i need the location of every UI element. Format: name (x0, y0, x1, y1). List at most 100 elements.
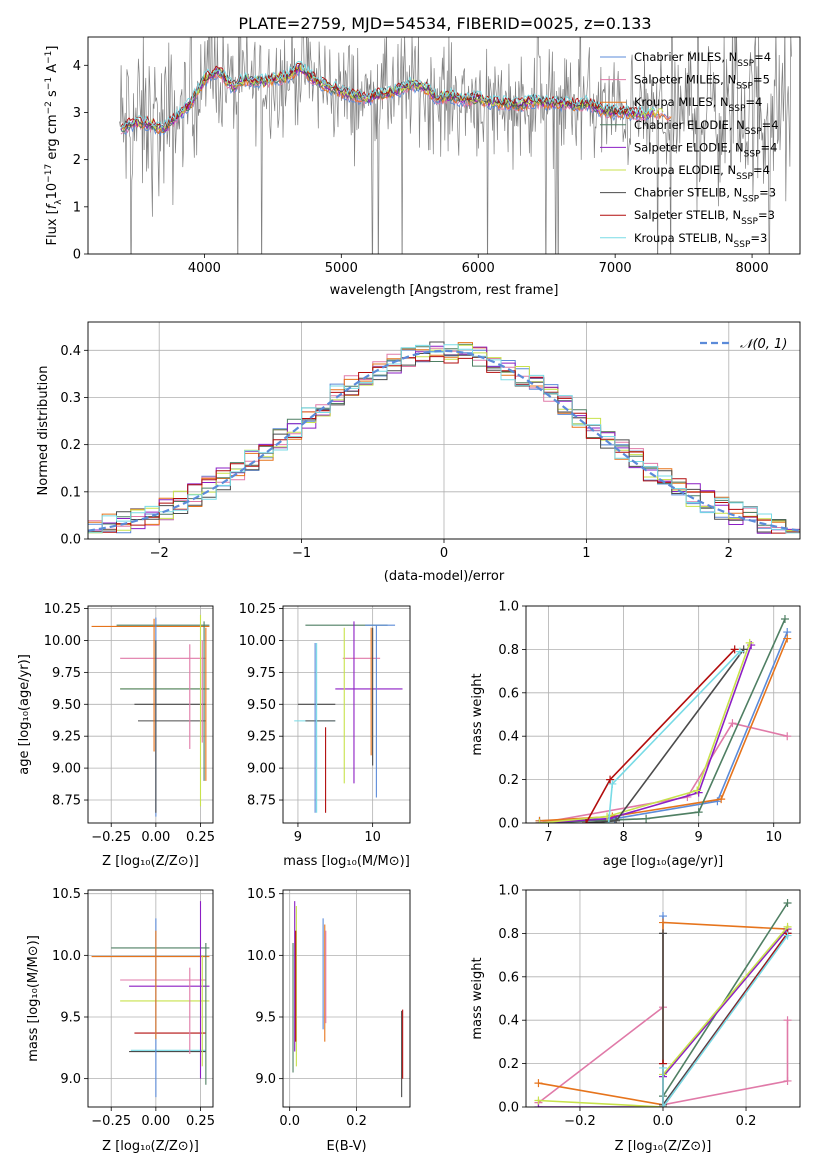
axes-frame (282, 605, 411, 824)
model-spectrum-chabrier-stelib (120, 62, 636, 130)
y-tick-label: 10.00 (239, 634, 276, 649)
y-tick-label: 10.5 (247, 887, 276, 902)
y-tick-label: 0.2 (498, 773, 519, 788)
data-point (612, 816, 621, 823)
data-point (642, 814, 651, 823)
axes-frame (525, 605, 801, 824)
y-tick-label: 9.50 (247, 698, 276, 713)
data-point (534, 1096, 543, 1105)
y-tick-label: 10.25 (239, 602, 276, 617)
x-tick-label: 6000 (462, 261, 495, 276)
model-spectrum-salpeter-elodie (120, 64, 656, 133)
x-tick-label: −2 (150, 546, 169, 561)
y-tick-label: 0.4 (498, 730, 519, 745)
weight_vs_Z-axes (526, 889, 800, 1108)
spectrum-legend: Chabrier MILES, NSSP=4 Salpeter MILES, NS… (600, 50, 779, 250)
data-point (694, 788, 703, 797)
y-tick-label: 9.00 (52, 762, 81, 777)
data-point (783, 899, 792, 908)
y-tick-label: 10.0 (247, 949, 276, 964)
y-tick-label: 9.5 (255, 1010, 276, 1025)
data-point (659, 1063, 667, 1072)
x-tick-label: 0.25 (186, 830, 215, 845)
axes-frame (87, 889, 214, 1108)
legend-entry: Chabrier ELODIE, NSSP=4 (634, 118, 779, 137)
age_vs_Z-plot (91, 614, 210, 817)
y-tick-label: 10.25 (44, 602, 81, 617)
model-spectrum-kroupa-stelib (120, 60, 656, 130)
y-tick-label: 9.5 (60, 1010, 81, 1025)
y-tick-label: 0.8 (498, 927, 519, 942)
y-tick-label: 0.8 (498, 643, 519, 658)
legend-entry: 𝒩(0, 1) (740, 337, 787, 352)
mass_vs_Z-frame: −0.25 0.00 0.25 9.0 9.5 10.0 10.5 Z [log₁₀(Z/Z⊙… (26, 887, 215, 1154)
spectrum-frame: 4000 5000 6000 7000 8000 0 1 2 3 4 Chabrier MILES,… (44, 36, 801, 298)
legend-entry: Salpeter STELIB, NSSP=3 (634, 208, 775, 227)
x-axis-label: (data-model)/error (384, 569, 505, 584)
y-tick-label: 8.75 (52, 794, 81, 809)
y-tick-label: 0.4 (60, 344, 81, 359)
model-spectrum-kroupa-miles (120, 65, 672, 135)
y-tick-label: 9.0 (60, 1072, 81, 1087)
y-tick-label: 0.6 (498, 970, 519, 985)
x-axis-label: wavelength [Angstrom, rest frame] (330, 283, 559, 298)
x-tick-label: −1 (292, 546, 311, 561)
x-tick-label: −0.2 (564, 1114, 596, 1129)
data-point (694, 808, 703, 817)
x-tick-label: 0.2 (736, 1114, 757, 1129)
age_vs_mass-plot (294, 621, 403, 813)
histogram-kroupa-stelib (88, 344, 800, 534)
axes-frame (87, 605, 214, 824)
series-kroupa-elodie (539, 642, 751, 823)
y-tick-label: 8.75 (247, 794, 276, 809)
y-tick-label: 9.00 (247, 762, 276, 777)
y-axis-label: mass weight (470, 673, 485, 755)
residuals-frame: −2 −1 0 1 2 0.0 0.1 0.2 0.3 0.4 𝒩(0, 1) (data-model… (36, 321, 801, 584)
x-tick-label: 4000 (188, 261, 221, 276)
mass_vs_Z-plot (91, 901, 210, 1098)
spectrum-axes (119, 37, 792, 254)
y-axis-label: mass [log₁₀(M/M⊙)] (26, 935, 41, 1062)
mass_vs_Z-axes (88, 890, 213, 1107)
age_vs_mass-axes (283, 606, 410, 823)
y-tick-label: 0.1 (60, 485, 81, 500)
y-tick-label: 10.0 (52, 949, 81, 964)
y-tick-label: 0.3 (60, 391, 81, 406)
x-axis-label: Z [log₁₀(Z/Z⊙)] (615, 1139, 712, 1154)
x-tick-label: 8 (619, 830, 627, 845)
y-tick-label: 9.75 (52, 666, 81, 681)
weight_vs_Z-plot (534, 899, 792, 1107)
y-tick-label: 10.5 (52, 887, 81, 902)
x-tick-label: 9 (695, 830, 703, 845)
y-tick-label: 9.25 (247, 730, 276, 745)
legend-entry: Salpeter ELODIE, NSSP=4 (634, 140, 777, 159)
x-tick-label: 0 (440, 546, 448, 561)
y-tick-label: 0.6 (498, 686, 519, 701)
x-tick-label: 5000 (325, 261, 358, 276)
data-point (745, 638, 754, 647)
series-salpeter-elodie (539, 644, 752, 823)
data-point (693, 786, 702, 795)
x-axis-label: mass [log₁₀(M/M⊙)] (283, 854, 410, 869)
y-tick-label: 0.0 (60, 533, 81, 548)
data-point (659, 918, 667, 927)
age_vs_Z-axes (88, 606, 213, 823)
y-tick-label: 3 (73, 106, 81, 121)
legend-entry: Chabrier MILES, NSSP=4 (634, 50, 771, 69)
y-tick-label: 9.50 (52, 698, 81, 713)
histogram-salpeter-stelib (88, 356, 800, 534)
y-axis-label: Flux [fλ10−17 erg cm−2 s−1 A−1] (44, 46, 64, 246)
data-point (783, 1076, 792, 1085)
y-tick-label: 0.4 (498, 1014, 519, 1029)
residuals-axes (88, 322, 800, 540)
legend-entry: Kroupa STELIB, NSSP=3 (634, 231, 767, 250)
residuals-plot (88, 341, 800, 534)
y-tick-label: 0.2 (498, 1057, 519, 1072)
data-point (783, 931, 792, 940)
x-tick-label: 0.2 (346, 1114, 367, 1129)
x-tick-label: −0.25 (91, 1114, 131, 1129)
mass_vs_ebv-frame: 0.0 0.2 9.0 9.5 10.0 10.5 E(B-V) (247, 887, 411, 1154)
series-chabrier-miles (662, 916, 789, 1107)
x-tick-label: −0.25 (91, 830, 131, 845)
